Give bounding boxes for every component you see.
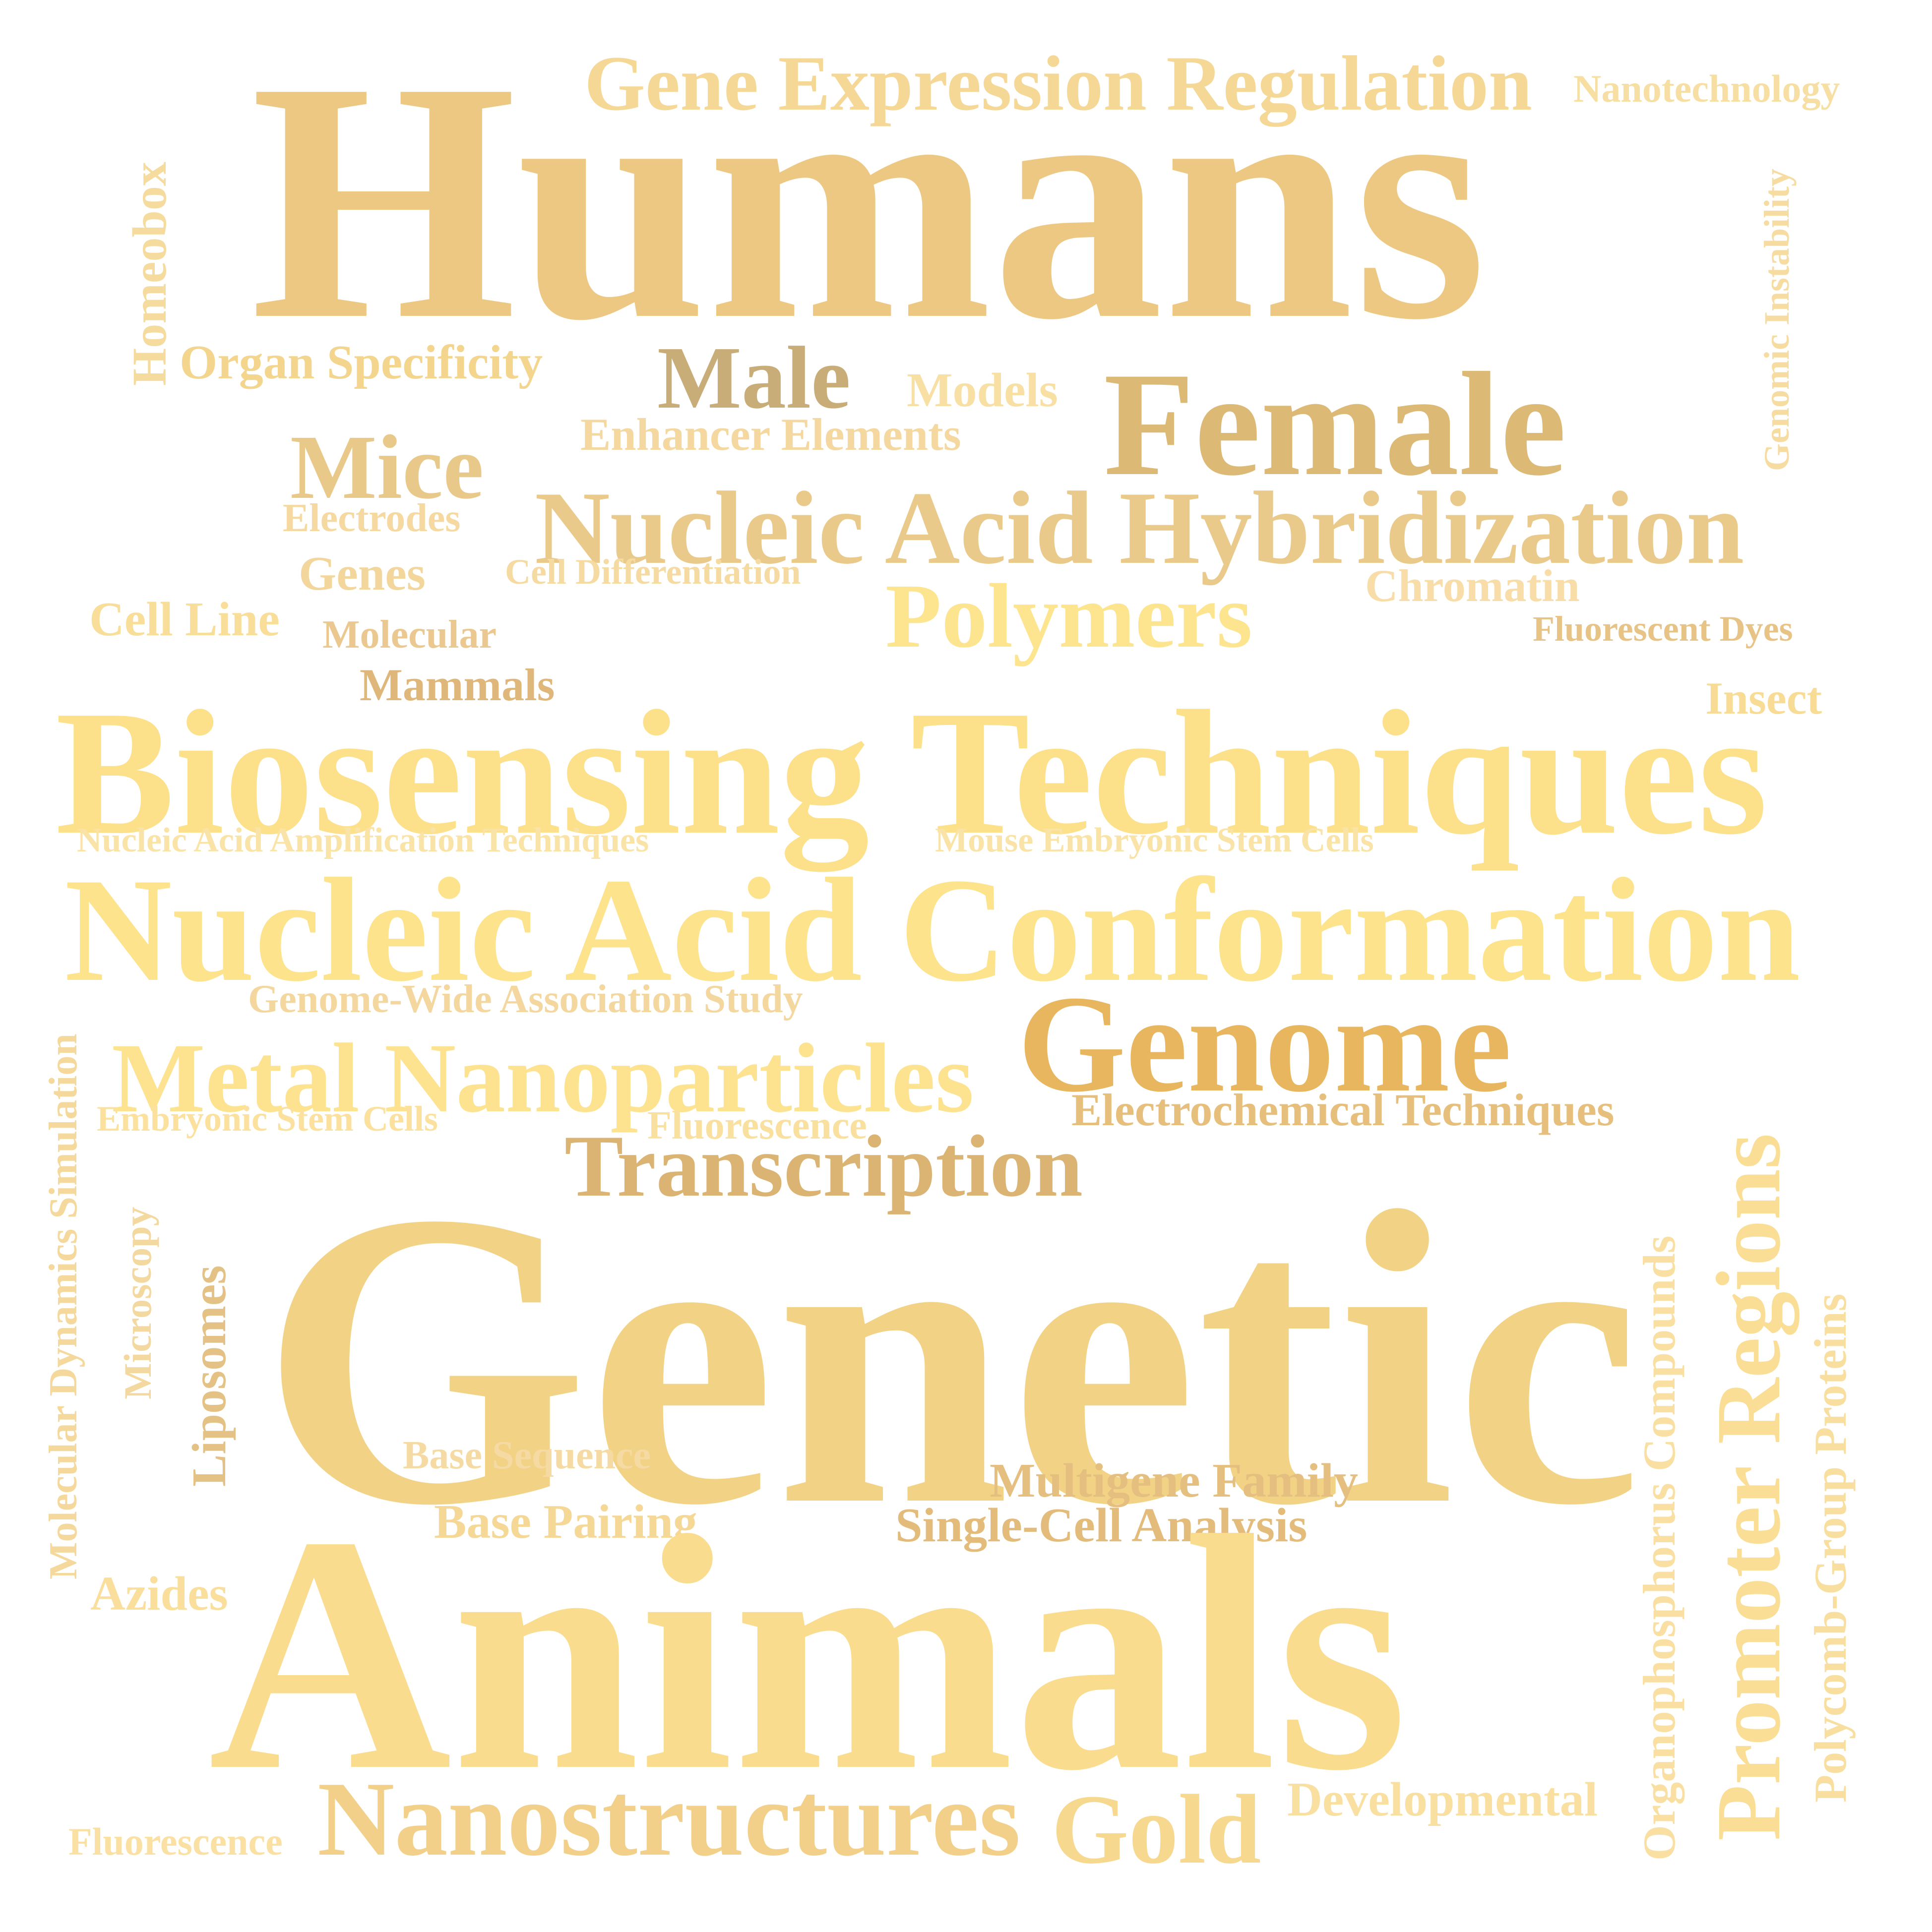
word-base-pairing: Base Pairing bbox=[434, 1495, 697, 1549]
word-molecular-dynamics-simulation: Molecular Dynamics Simulation bbox=[42, 1033, 86, 1579]
word-transcription: Transcription bbox=[564, 1117, 1083, 1215]
word-fluorescence-bottom: Fluorescence bbox=[68, 1820, 283, 1863]
word-insect: Insect bbox=[1705, 673, 1822, 724]
word-models: Models bbox=[907, 363, 1058, 417]
word-cell-line: Cell Line bbox=[89, 593, 280, 646]
word-gold: Gold bbox=[1052, 1775, 1261, 1884]
word-single-cell-analysis: Single-Cell Analysis bbox=[895, 1499, 1308, 1552]
word-organophosphorus-compounds: Organophosphorus Compounds bbox=[1633, 1235, 1684, 1861]
word-nucleic-acid-hybridization: Nucleic Acid Hybridization bbox=[535, 471, 1745, 586]
word-metal-nanoparticles: Metal Nanoparticles bbox=[112, 1024, 974, 1133]
word-developmental: Developmental bbox=[1287, 1773, 1598, 1826]
word-nanotechnology: Nanotechnology bbox=[1573, 67, 1840, 110]
word-base-sequence: Base Sequence bbox=[403, 1434, 651, 1477]
word-genomic-instability: Genomic Instability bbox=[1757, 168, 1797, 471]
word-homeobox: Homeobox bbox=[123, 162, 177, 386]
word-nucleic-acid-conformation: Nucleic Acid Conformation bbox=[64, 847, 1801, 1012]
word-fluorescent-dyes: Fluorescent Dyes bbox=[1533, 609, 1793, 649]
word-genome: Genome bbox=[1018, 966, 1512, 1121]
word-female: Female bbox=[1104, 342, 1566, 506]
word-polycomb-group-proteins: Polycomb-Group Proteins bbox=[1805, 1293, 1856, 1803]
word-organ-specificity: Organ Specificity bbox=[180, 336, 543, 389]
word-animals: Animals bbox=[208, 1467, 1408, 1840]
word-cell-differentiation: Cell Differentiation bbox=[505, 552, 801, 592]
word-enhancer-elements: Enhancer Elements bbox=[580, 409, 961, 460]
word-male: Male bbox=[657, 328, 851, 427]
word-polymers: Polymers bbox=[885, 565, 1252, 667]
word-genetic: Genetic bbox=[260, 1125, 1642, 1592]
word-azides: Azides bbox=[90, 1567, 228, 1621]
word-genes: Genes bbox=[299, 547, 426, 601]
word-liposomes: Liposomes bbox=[183, 1265, 237, 1487]
word-fluorescence-mid: Fluorescence bbox=[647, 1104, 867, 1147]
word-molecular: Molecular bbox=[322, 613, 497, 657]
word-promoter-regions: Promoter Regions bbox=[1697, 1133, 1800, 1841]
word-biosensing-techniques: Biosensing Techniques bbox=[56, 673, 1768, 871]
word-gene-expression-regulation: Gene Expression Regulation bbox=[584, 40, 1532, 127]
word-mouse-embryonic-stem-cells: Mouse Embryonic Stem Cells bbox=[935, 821, 1374, 859]
word-genome-wide-association-study: Genome-Wide Association Study bbox=[248, 977, 803, 1021]
word-nanostructures: Nanostructures bbox=[317, 1759, 1021, 1878]
word-humans: Humans bbox=[250, 11, 1487, 390]
word-chromatin: Chromatin bbox=[1365, 560, 1580, 611]
word-nucleic-acid-amplification-techniques: Nucleic Acid Amplification Techniques bbox=[77, 821, 649, 859]
word-microscopy: Microscopy bbox=[116, 1207, 159, 1399]
word-mice: Mice bbox=[290, 417, 484, 518]
word-mammals: Mammals bbox=[360, 660, 555, 710]
word-multigene-family: Multigene Family bbox=[990, 1454, 1359, 1508]
word-electrodes: Electrodes bbox=[283, 496, 461, 540]
word-electrochemical-techniques: Electrochemical Techniques bbox=[1071, 1085, 1615, 1135]
word-embryonic-stem-cells: Embryonic Stem Cells bbox=[97, 1099, 438, 1139]
